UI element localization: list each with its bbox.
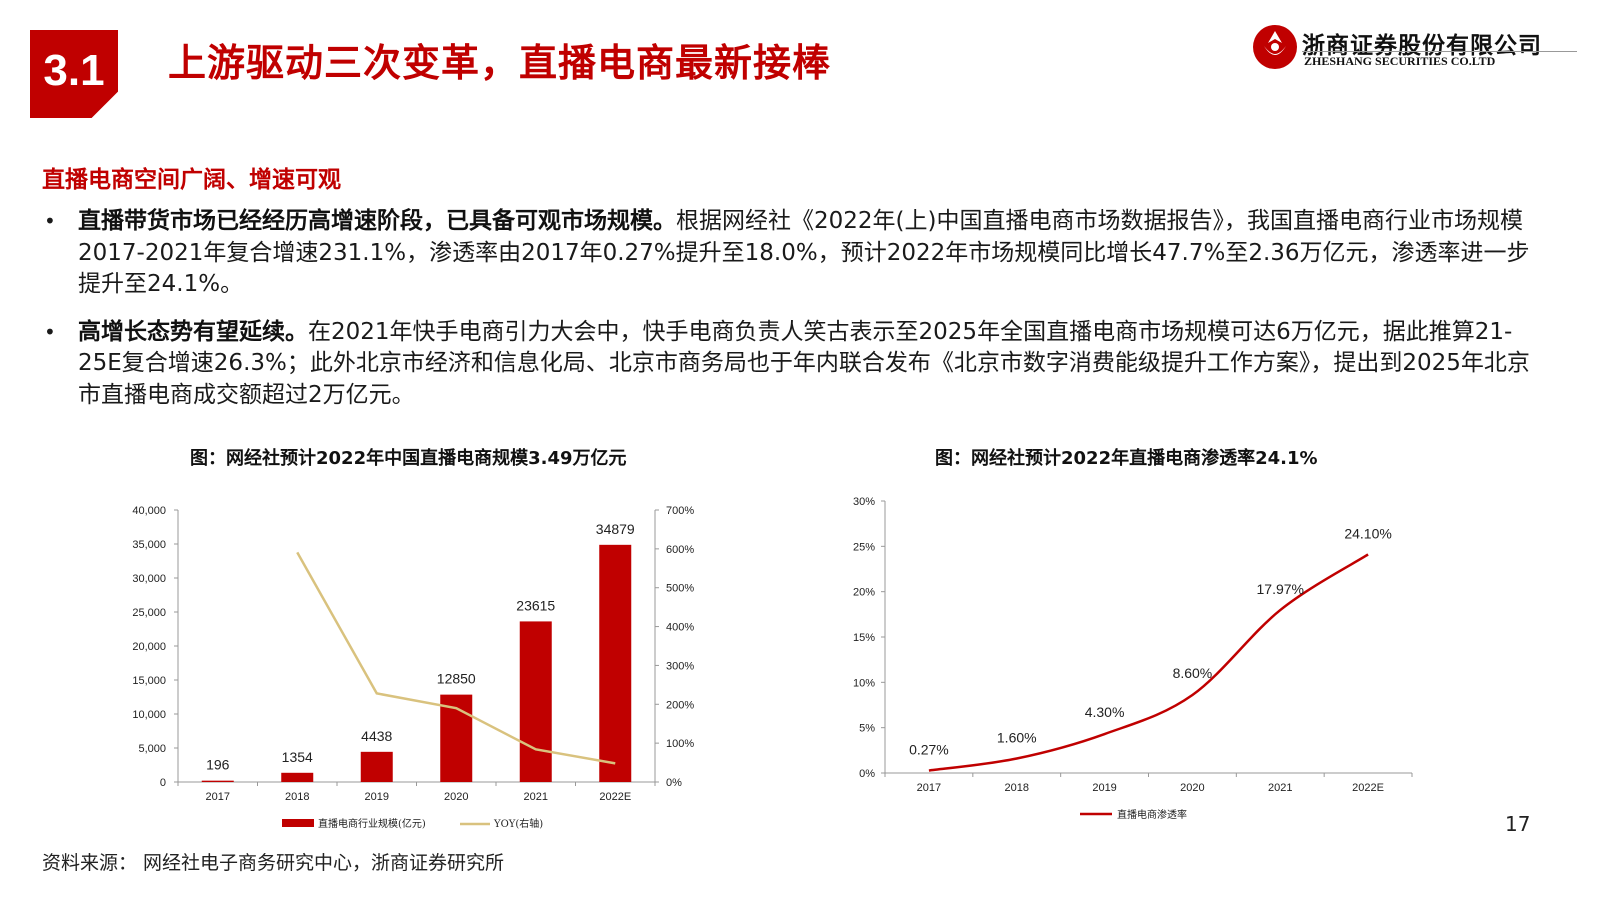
bullet-item: • 直播带货市场已经经历高增速阶段，已具备可观市场规模。根据网经社《2022年(… bbox=[40, 206, 1530, 301]
x-tick-label: 2018 bbox=[285, 791, 309, 803]
bar-data-label: 34879 bbox=[596, 521, 635, 537]
y-tick-label: 25% bbox=[853, 541, 875, 553]
bullet-list: • 直播带货市场已经经历高增速阶段，已具备可观市场规模。根据网经社《2022年(… bbox=[40, 206, 1530, 427]
y-left-tick-label: 5,000 bbox=[138, 743, 166, 755]
y-left-tick-label: 30,000 bbox=[132, 573, 166, 585]
penetration-rate-chart: 0% 5% 10% 15% 20% 25% 30% 2017 2018 2019 2020 2021 2… bbox=[853, 496, 1413, 821]
point-data-label: 17.97% bbox=[1257, 581, 1304, 597]
bullet-bold-lead: 直播带货市场已经经历高增速阶段，已具备可观市场规模。 bbox=[78, 208, 676, 234]
logo-english-name: ZHESHANG SECURITIES CO.LTD bbox=[1304, 54, 1496, 68]
y-tick-label: 20% bbox=[853, 587, 875, 599]
legend-line-label: 直播电商渗透率 bbox=[1117, 808, 1187, 821]
yoy-line bbox=[296, 551, 616, 765]
section-heading: 直播电商空间广阔、增速可观 bbox=[42, 167, 341, 193]
y-tick-label: 0% bbox=[859, 768, 875, 780]
point-data-label: 1.60% bbox=[997, 729, 1037, 745]
section-number-badge: 3.1 bbox=[30, 30, 118, 118]
bar bbox=[281, 772, 314, 782]
point-data-label: 4.30% bbox=[1085, 704, 1125, 720]
y-left-tick-label: 0 bbox=[160, 777, 166, 789]
x-tick-label: 2017 bbox=[206, 791, 230, 803]
y-left-tick-label: 10,000 bbox=[132, 709, 166, 721]
chart-right-title: 图：网经社预计2022年直播电商渗透率24.1% bbox=[935, 448, 1318, 469]
y-right-tick-label: 100% bbox=[666, 738, 694, 750]
bar-data-label: 196 bbox=[206, 757, 230, 773]
point-data-label: 24.10% bbox=[1344, 525, 1391, 541]
page-title: 上游驱动三次变革，直播电商最新接棒 bbox=[168, 41, 832, 85]
bar bbox=[360, 751, 393, 782]
y-right-tick-label: 700% bbox=[666, 505, 694, 517]
company-logo: 浙商证券股份有限公司 ZHESHANG SECURITIES CO.LTD bbox=[1252, 24, 1577, 74]
y-left-tick-label: 25,000 bbox=[132, 607, 166, 619]
y-right-tick-label: 500% bbox=[666, 583, 694, 595]
zheshang-logo-icon bbox=[1253, 25, 1297, 69]
y-right-tick-label: 600% bbox=[666, 544, 694, 556]
x-tick-label: 2022E bbox=[1352, 782, 1384, 794]
bar-data-label: 1354 bbox=[282, 749, 313, 765]
page-number: 17 bbox=[1505, 812, 1531, 836]
bullet-dot-icon: • bbox=[44, 209, 56, 233]
chart-left-title: 图：网经社预计2022年中国直播电商规模3.49万亿元 bbox=[190, 448, 627, 469]
logo-chinese-name: 浙商证券股份有限公司 bbox=[1302, 32, 1542, 59]
bar bbox=[201, 780, 234, 782]
x-tick-label: 2021 bbox=[524, 791, 548, 803]
legend-bar-swatch bbox=[282, 819, 314, 827]
y-tick-label: 10% bbox=[853, 677, 875, 689]
market-size-chart: 0 5,000 10,000 15,000 20,000 25,000 30,000 35,0… bbox=[132, 505, 694, 830]
x-tick-label: 2022E bbox=[599, 791, 631, 803]
x-tick-label: 2018 bbox=[1005, 782, 1029, 794]
bar bbox=[599, 544, 632, 782]
bar-data-label: 4438 bbox=[361, 728, 392, 744]
bullet-bold-lead: 高增长态势有望延续。 bbox=[78, 318, 308, 345]
y-right-tick-label: 0% bbox=[666, 777, 682, 789]
x-tick-label: 2020 bbox=[444, 791, 468, 803]
x-tick-label: 2019 bbox=[365, 791, 389, 803]
y-tick-label: 15% bbox=[853, 632, 875, 644]
legend-bar-label: 直播电商行业规模(亿元) bbox=[318, 817, 426, 830]
point-data-label: 8.60% bbox=[1173, 665, 1213, 681]
bullet-text: 根据网经社《2022年(上)中国直播电商市场数据报告》，我国直播电商行业市场规模… bbox=[78, 208, 1530, 297]
y-left-tick-label: 35,000 bbox=[132, 539, 166, 551]
x-tick-label: 2021 bbox=[1268, 782, 1292, 794]
y-left-tick-label: 15,000 bbox=[132, 675, 166, 687]
y-right-tick-label: 300% bbox=[666, 660, 694, 672]
bullet-item: • 高增长态势有望延续。在2021年快手电商引力大会中，快手电商负责人笑古表示至… bbox=[40, 317, 1530, 412]
y-tick-label: 5% bbox=[859, 723, 875, 735]
bullet-dot-icon: • bbox=[44, 319, 56, 344]
point-data-label: 0.27% bbox=[909, 742, 949, 758]
bar bbox=[519, 621, 552, 782]
y-left-tick-label: 20,000 bbox=[132, 641, 166, 653]
y-tick-label: 30% bbox=[853, 496, 875, 508]
y-right-tick-label: 400% bbox=[666, 622, 694, 634]
bar-data-label: 12850 bbox=[437, 671, 476, 687]
bullet-text: 在2021年快手电商引力大会中，快手电商负责人笑古表示至2025年全国直播电商市… bbox=[78, 318, 1530, 408]
bar-data-label: 23615 bbox=[516, 597, 555, 613]
source-note: 资料来源： 网经社电子商务研究中心，浙商证券研究所 bbox=[42, 852, 505, 874]
y-left-tick-label: 40,000 bbox=[132, 505, 166, 517]
logo-divider bbox=[1302, 51, 1577, 52]
x-tick-label: 2017 bbox=[917, 782, 941, 794]
penetration-line bbox=[928, 553, 1369, 772]
x-tick-label: 2020 bbox=[1180, 782, 1204, 794]
legend-line-label: YOY(右轴) bbox=[493, 817, 543, 830]
y-right-tick-label: 200% bbox=[666, 699, 694, 711]
x-tick-label: 2019 bbox=[1092, 782, 1116, 794]
